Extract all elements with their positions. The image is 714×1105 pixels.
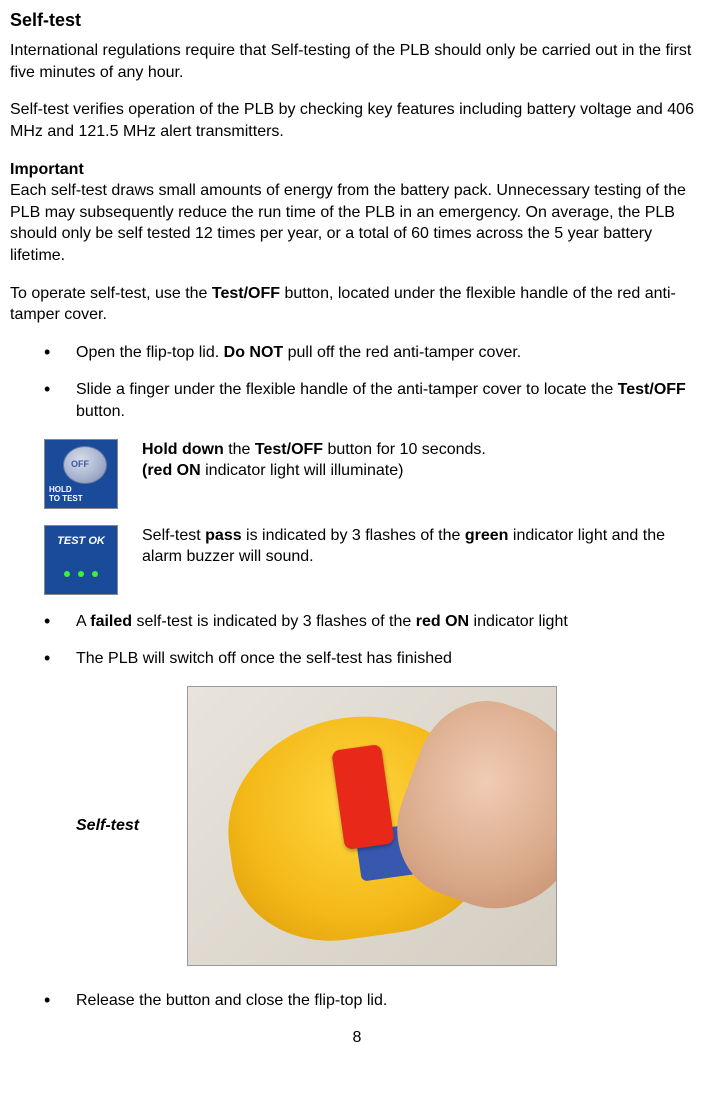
bullet-item-failed: A failed self-test is indicated by 3 fla… [10,611,704,633]
b5-c: self-test is indicated by 3 flashes of t… [132,613,416,630]
bullet-list-2: A failed self-test is indicated by 3 fla… [10,611,704,670]
b5-a: A [76,613,90,630]
bullet-item-2: Slide a finger under the flexible handle… [10,379,704,422]
self-test-photo [187,686,557,966]
b2-c: button. [76,403,125,420]
off-label-text: OFF [71,458,89,470]
b1-b: Do NOT [224,344,284,361]
section-title: Self-test [10,8,704,32]
operate-paragraph: To operate self-test, use the Test/OFF b… [10,283,704,326]
page-number: 8 [10,1027,704,1049]
b3-d: button for 10 seconds. [323,441,486,458]
operate-prefix: To operate self-test, use the [10,285,212,302]
off-test-icon: OFF HOLDTO TEST [44,439,118,509]
led-icon [92,571,98,577]
led-icon [78,571,84,577]
b3-c: Test/OFF [255,441,323,458]
test-off-label: Test/OFF [212,285,280,302]
photo-caption: Self-test [76,815,139,837]
bullet-item-release: Release the button and close the flip-to… [10,990,704,1012]
photo-row: Self-test [10,686,704,966]
b2-b: Test/OFF [618,381,686,398]
b5-e: indicator light [469,613,568,630]
led-icon [64,571,70,577]
testok-label-text: TEST OK [45,534,117,549]
b5-b: failed [90,613,132,630]
b4-a: Self-test [142,527,205,544]
b3-e: (red ON [142,462,201,479]
b5-d: red ON [416,613,469,630]
bullet-list: Open the flip-top lid. Do NOT pull off t… [10,342,704,423]
test-ok-icon: TEST OK [44,525,118,595]
bullet-item-switchoff: The PLB will switch off once the self-te… [10,648,704,670]
b4-c: is indicated by 3 flashes of the [242,527,465,544]
b4-d: green [465,527,509,544]
hold-label-text: HOLDTO TEST [49,486,83,504]
bullet-list-3: Release the button and close the flip-to… [10,990,704,1012]
b1-c: pull off the red anti-tamper cover. [283,344,521,361]
intro-paragraph-2: Self-test verifies operation of the PLB … [10,99,704,142]
b1-a: Open the flip-top lid. [76,344,224,361]
b3-b: the [224,441,255,458]
icon-row-off: • • OFF HOLDTO TEST Hold down the Test/O… [10,439,704,509]
icon-row-testok: • TEST OK Self-test pass is indicated by… [10,525,704,595]
b3-a: Hold down [142,441,224,458]
testok-leds [45,562,117,584]
hold-down-text: Hold down the Test/OFF button for 10 sec… [142,439,704,482]
pass-text: Self-test pass is indicated by 3 flashes… [142,525,704,568]
important-heading: Important [10,159,704,181]
important-body: Each self-test draws small amounts of en… [10,180,704,266]
intro-paragraph-1: International regulations require that S… [10,40,704,83]
b3-f: indicator light will illuminate) [201,462,404,479]
bullet-item-1: Open the flip-top lid. Do NOT pull off t… [10,342,704,364]
b4-b: pass [205,527,241,544]
b2-a: Slide a finger under the flexible handle… [76,381,618,398]
